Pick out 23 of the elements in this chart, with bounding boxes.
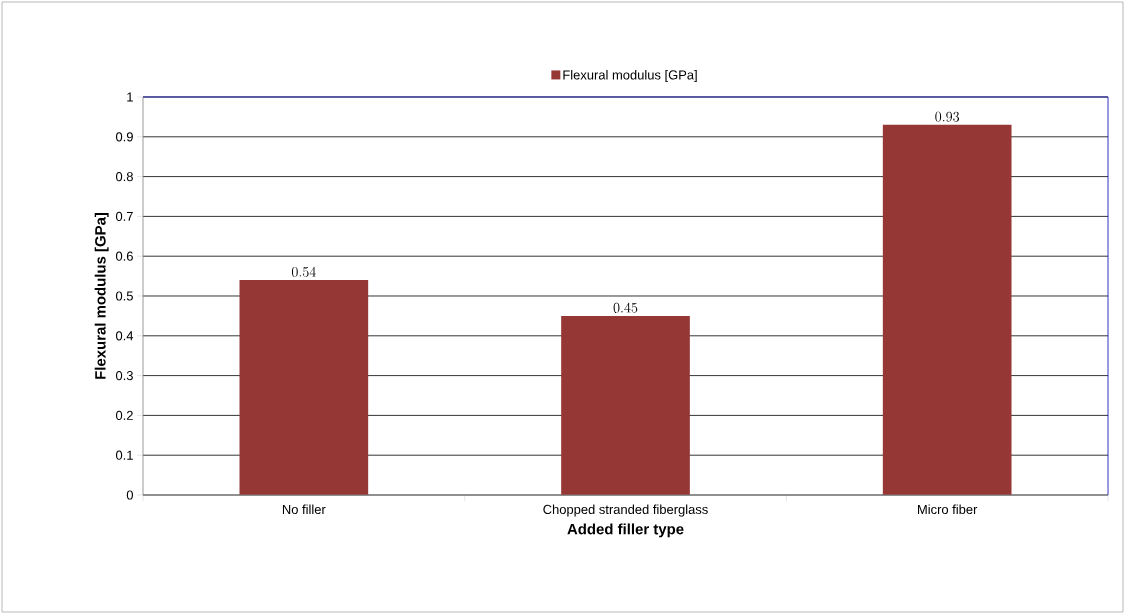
bar — [239, 280, 369, 495]
y-tick-label: 0.1 — [115, 450, 133, 460]
bar — [561, 315, 690, 495]
y-tick-label: 0.6 — [115, 251, 133, 261]
x-tick-label: Chopped stranded fiberglass — [543, 504, 708, 517]
data-label: 0.93 — [935, 111, 960, 122]
data-label: 0.54 — [291, 266, 316, 277]
y-tick-label: 0.8 — [115, 172, 133, 182]
y-tick-label: 1 — [127, 92, 133, 102]
y-tick-label: 0.5 — [115, 291, 133, 301]
y-tick-label: 0.4 — [115, 331, 134, 341]
data-label: 0.45 — [613, 302, 638, 313]
bar — [882, 124, 1012, 495]
y-tick-label: 0.7 — [115, 211, 133, 221]
x-tick-label: No filler — [282, 504, 326, 515]
y-tick-label: 0.9 — [115, 132, 133, 142]
x-axis-title: Added filler type — [567, 523, 684, 538]
y-axis-title: Flexural modulus [GPa] — [94, 212, 109, 379]
x-tick-label: Micro fiber — [918, 504, 978, 515]
y-tick-label: 0.3 — [115, 371, 133, 381]
legend-label: Flexural modulus [GPa] — [563, 69, 697, 83]
y-tick-label: 0.2 — [115, 410, 133, 420]
y-tick-label: 0 — [126, 490, 133, 500]
